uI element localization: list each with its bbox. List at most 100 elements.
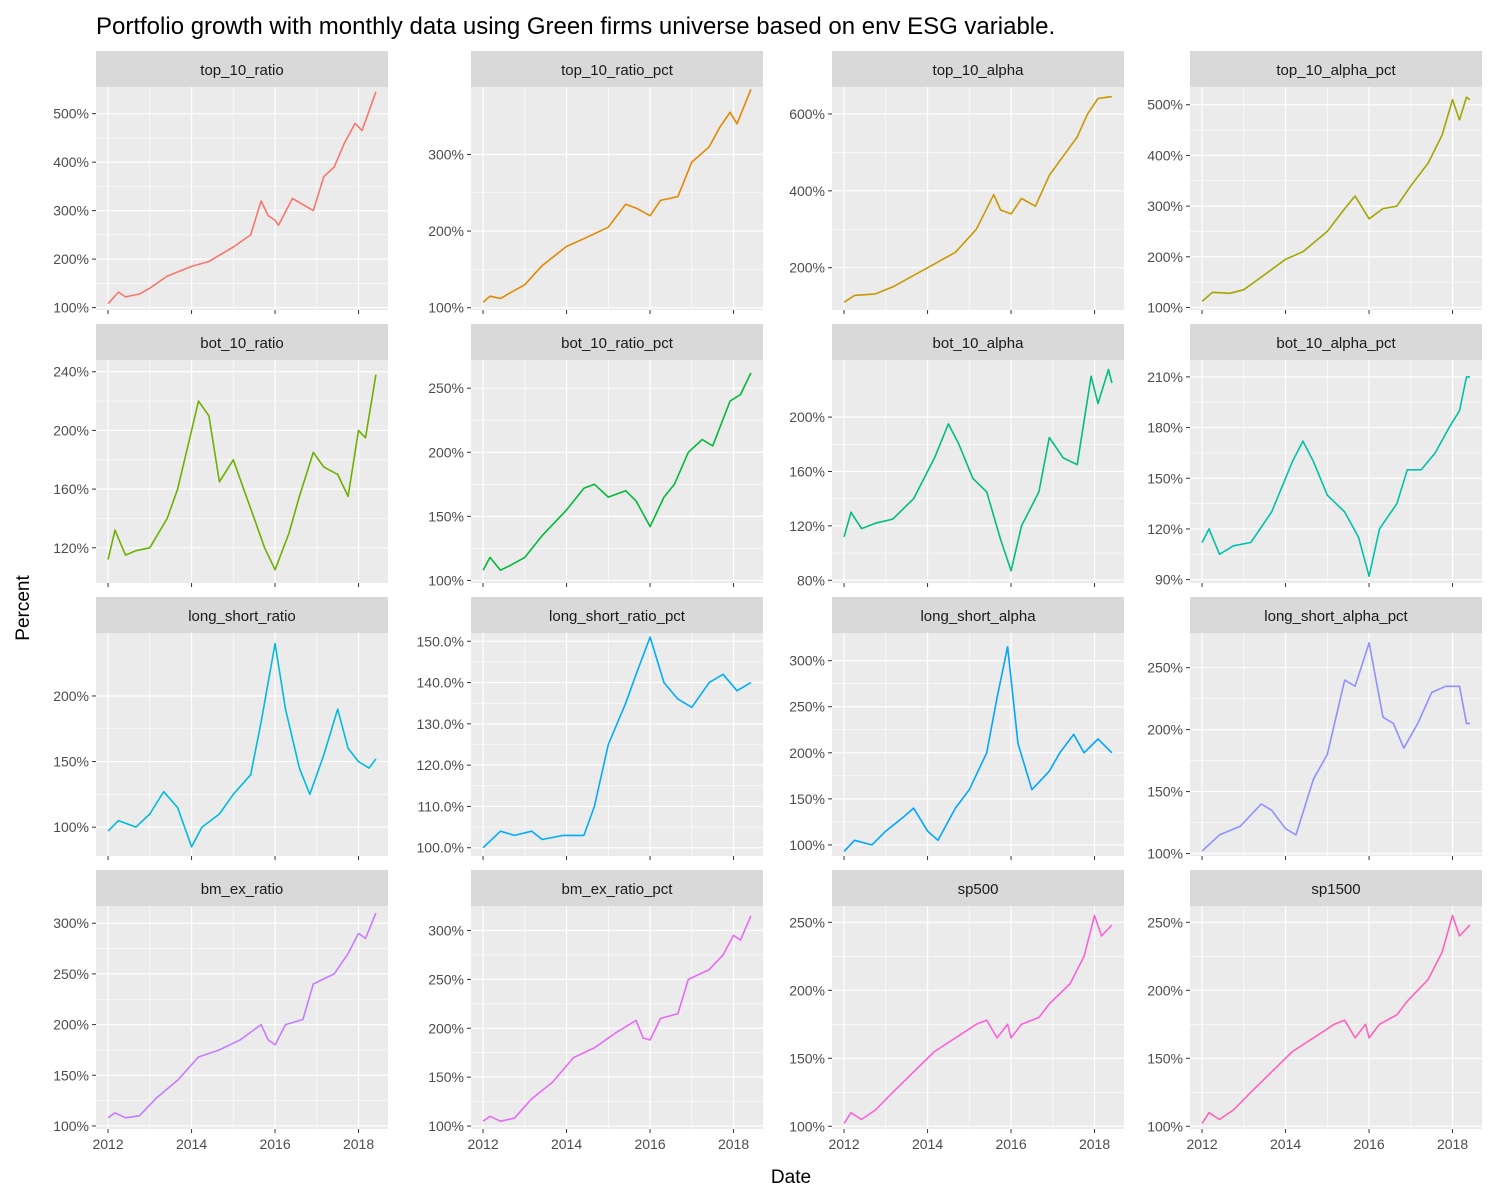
series-line-bot-10-alpha-pct xyxy=(1201,376,1470,577)
x-tick-label: 2014 xyxy=(1270,1136,1301,1152)
x-tick-label: 2016 xyxy=(259,1136,290,1152)
strip-label: bot_10_alpha xyxy=(933,335,1025,352)
strip-background xyxy=(832,51,1124,87)
panel-background xyxy=(96,906,388,1129)
y-tick-label: 140.0% xyxy=(417,675,464,691)
strip-background xyxy=(471,597,763,633)
strip-background xyxy=(1190,597,1482,633)
strip-label: long_short_alpha xyxy=(920,608,1036,625)
strip-label: long_short_ratio_pct xyxy=(549,608,686,625)
y-tick-label: 110.0% xyxy=(418,798,464,814)
y-tick-label: 300% xyxy=(53,203,89,219)
y-tick-label: 200% xyxy=(789,745,825,761)
y-tick-label: 160% xyxy=(53,481,89,497)
y-tick-label: 150% xyxy=(789,1050,825,1066)
panel-background xyxy=(832,87,1124,310)
y-tick-label: 250% xyxy=(53,966,89,982)
panel-long-short-alpha-pct: long_short_alpha_pct 100% 150% 200% 250% xyxy=(1147,597,1482,862)
strip-background xyxy=(1190,870,1482,906)
strip-label: long_short_ratio xyxy=(188,608,296,625)
y-tick-label: 100% xyxy=(789,1118,825,1134)
panel-background xyxy=(832,906,1124,1129)
panel-background xyxy=(1190,87,1482,310)
y-tick-label: 90% xyxy=(1155,572,1183,588)
y-tick-label: 250% xyxy=(1147,914,1183,930)
y-tick-label: 240% xyxy=(53,364,89,380)
panel-background xyxy=(471,87,763,310)
panel-background xyxy=(471,360,763,583)
series-line-long-short-alpha xyxy=(843,646,1113,852)
y-tick-label: 200% xyxy=(53,1017,89,1033)
strip-label: bot_10_ratio xyxy=(200,335,283,352)
y-tick-label: 160% xyxy=(789,464,825,480)
strip-label: top_10_ratio_pct xyxy=(561,62,674,79)
facet-panels: top_10_ratio100%200%300%400%500%top_10_r… xyxy=(53,51,1482,1152)
panel-bot-10-alpha: bot_10_alpha 80% 120% 160% 200% xyxy=(789,324,1124,588)
y-tick-label: 120.0% xyxy=(417,757,464,773)
y-tick-label: 200% xyxy=(428,223,464,239)
x-tick-label: 2012 xyxy=(828,1136,859,1152)
y-tick-label: 250% xyxy=(428,971,464,987)
strip-label: bm_ex_ratio_pct xyxy=(562,881,674,898)
y-tick-label: 100.0% xyxy=(417,840,464,856)
panel-bot-10-ratio-pct: bot_10_ratio_pct 100% 150% 200% 250% xyxy=(428,324,763,588)
panel-background xyxy=(1190,906,1482,1129)
x-tick-label: 2018 xyxy=(718,1136,749,1152)
y-tick-label: 100% xyxy=(428,1118,464,1134)
panel-long-short-ratio: long_short_ratio 100% 150% 200% xyxy=(53,597,388,860)
series-line-long-short-ratio-pct xyxy=(482,636,752,849)
y-tick-label: 500% xyxy=(1147,97,1183,113)
y-tick-label: 100% xyxy=(428,300,464,316)
series-line-bm-ex-ratio xyxy=(107,912,377,1119)
y-tick-label: 200% xyxy=(789,982,825,998)
x-tick-label: 2016 xyxy=(634,1136,665,1152)
panel-background xyxy=(471,906,763,1129)
panel-long-short-ratio-pct: long_short_ratio_pct 100.0% 110.0% 120.0% 13… xyxy=(417,597,763,860)
panel-top-10-ratio-pct: top_10_ratio_pct 100% 200% 300% xyxy=(428,51,763,316)
x-tick-label: 2014 xyxy=(912,1136,943,1152)
panel-background xyxy=(1190,360,1482,583)
x-tick-label: 2012 xyxy=(1186,1136,1217,1152)
panel-sp500: sp500 100% 150% 200% 250% 2012 2014 2016 2018 xyxy=(789,870,1124,1152)
x-tick-label: 2016 xyxy=(995,1136,1026,1152)
series-line-bot-10-ratio-pct xyxy=(482,372,752,571)
strip-background xyxy=(96,870,388,906)
strip-label: top_10_alpha xyxy=(933,62,1025,79)
y-tick-label: 150% xyxy=(789,791,825,807)
y-tick-label: 300% xyxy=(1147,198,1183,214)
x-tick-label: 2014 xyxy=(176,1136,207,1152)
chart-title: Portfolio growth with monthly data using… xyxy=(96,13,1055,40)
x-tick-label: 2018 xyxy=(1079,1136,1110,1152)
strip-label: long_short_alpha_pct xyxy=(1264,608,1408,625)
x-tick-label: 2016 xyxy=(1353,1136,1384,1152)
y-tick-label: 80% xyxy=(797,572,825,588)
y-tick-label: 300% xyxy=(53,915,89,931)
series-line-long-short-ratio xyxy=(107,642,377,848)
y-tick-label: 150% xyxy=(428,1069,464,1085)
strip-background xyxy=(96,51,388,87)
panel-background xyxy=(832,633,1124,856)
x-tick-label: 2018 xyxy=(343,1136,374,1152)
strip-label: sp500 xyxy=(958,881,999,898)
series-line-bm-ex-ratio-pct xyxy=(482,915,752,1122)
y-tick-label: 100% xyxy=(428,572,464,588)
series-line-long-short-alpha-pct xyxy=(1201,642,1470,852)
panel-bm-ex-ratio: bm_ex_ratio 100% 150% 200% 250% 300% 2012 2014 2… xyxy=(53,870,388,1152)
panel-long-short-alpha: long_short_alpha 100% 150% 200% 250% 300% xyxy=(789,597,1124,860)
series-line-sp500 xyxy=(843,914,1113,1125)
y-tick-label: 100% xyxy=(1147,299,1183,315)
y-tick-label: 100% xyxy=(53,300,89,316)
series-line-top-10-alpha xyxy=(843,95,1113,303)
y-tick-label: 200% xyxy=(1147,722,1183,738)
series-line-top-10-ratio-pct xyxy=(482,89,752,303)
x-tick-label: 2018 xyxy=(1437,1136,1468,1152)
y-tick-label: 100% xyxy=(53,1118,89,1134)
y-tick-label: 400% xyxy=(789,183,825,199)
y-tick-label: 250% xyxy=(789,699,825,715)
y-tick-label: 400% xyxy=(1147,147,1183,163)
strip-label: bot_10_alpha_pct xyxy=(1276,335,1396,352)
y-tick-label: 100% xyxy=(789,837,825,853)
strip-background xyxy=(96,324,388,360)
y-tick-label: 500% xyxy=(53,106,89,122)
